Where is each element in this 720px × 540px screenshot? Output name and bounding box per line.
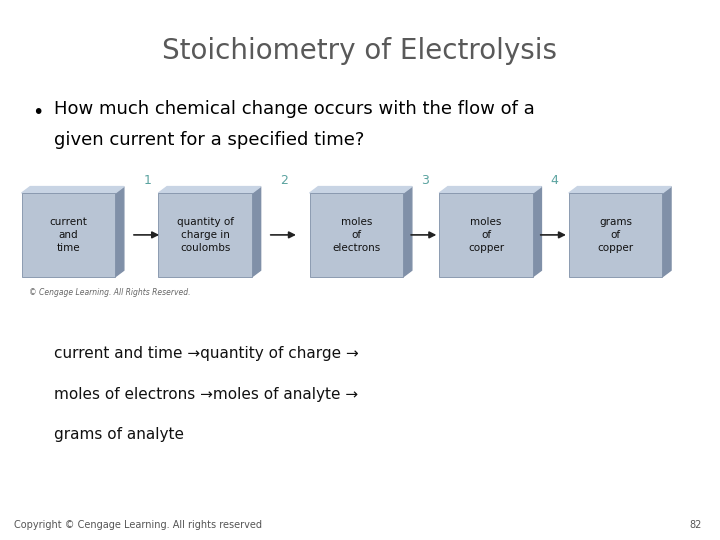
Text: 3: 3 <box>421 174 428 187</box>
Polygon shape <box>533 186 541 277</box>
Text: Copyright © Cengage Learning. All rights reserved: Copyright © Cengage Learning. All rights… <box>14 520 262 530</box>
Text: moles of electrons →moles of analyte →: moles of electrons →moles of analyte → <box>54 387 358 402</box>
FancyBboxPatch shape <box>22 193 115 277</box>
Polygon shape <box>569 186 671 193</box>
Polygon shape <box>439 186 541 193</box>
Polygon shape <box>158 186 261 193</box>
Text: 82: 82 <box>690 520 702 530</box>
FancyBboxPatch shape <box>310 193 403 277</box>
Polygon shape <box>310 186 412 193</box>
Polygon shape <box>115 186 124 277</box>
Text: current
and
time: current and time <box>50 217 87 253</box>
Text: moles
of
electrons: moles of electrons <box>332 217 381 253</box>
FancyBboxPatch shape <box>569 193 662 277</box>
Polygon shape <box>22 186 124 193</box>
Text: Stoichiometry of Electrolysis: Stoichiometry of Electrolysis <box>163 37 557 65</box>
Text: How much chemical change occurs with the flow of a: How much chemical change occurs with the… <box>54 100 535 118</box>
Text: current and time →quantity of charge →: current and time →quantity of charge → <box>54 346 359 361</box>
FancyBboxPatch shape <box>158 193 252 277</box>
Text: quantity of
charge in
coulombs: quantity of charge in coulombs <box>176 217 234 253</box>
Polygon shape <box>403 186 412 277</box>
Text: grams
of
copper: grams of copper <box>598 217 634 253</box>
FancyBboxPatch shape <box>439 193 533 277</box>
Text: given current for a specified time?: given current for a specified time? <box>54 131 364 149</box>
Polygon shape <box>662 186 671 277</box>
Text: 1: 1 <box>144 174 151 187</box>
Text: © Cengage Learning. All Rights Reserved.: © Cengage Learning. All Rights Reserved. <box>29 287 190 296</box>
Text: grams of analyte: grams of analyte <box>54 427 184 442</box>
Text: 4: 4 <box>551 174 558 187</box>
Text: •: • <box>32 103 44 122</box>
Text: 2: 2 <box>281 174 288 187</box>
Polygon shape <box>252 186 261 277</box>
Text: moles
of
copper: moles of copper <box>468 217 504 253</box>
